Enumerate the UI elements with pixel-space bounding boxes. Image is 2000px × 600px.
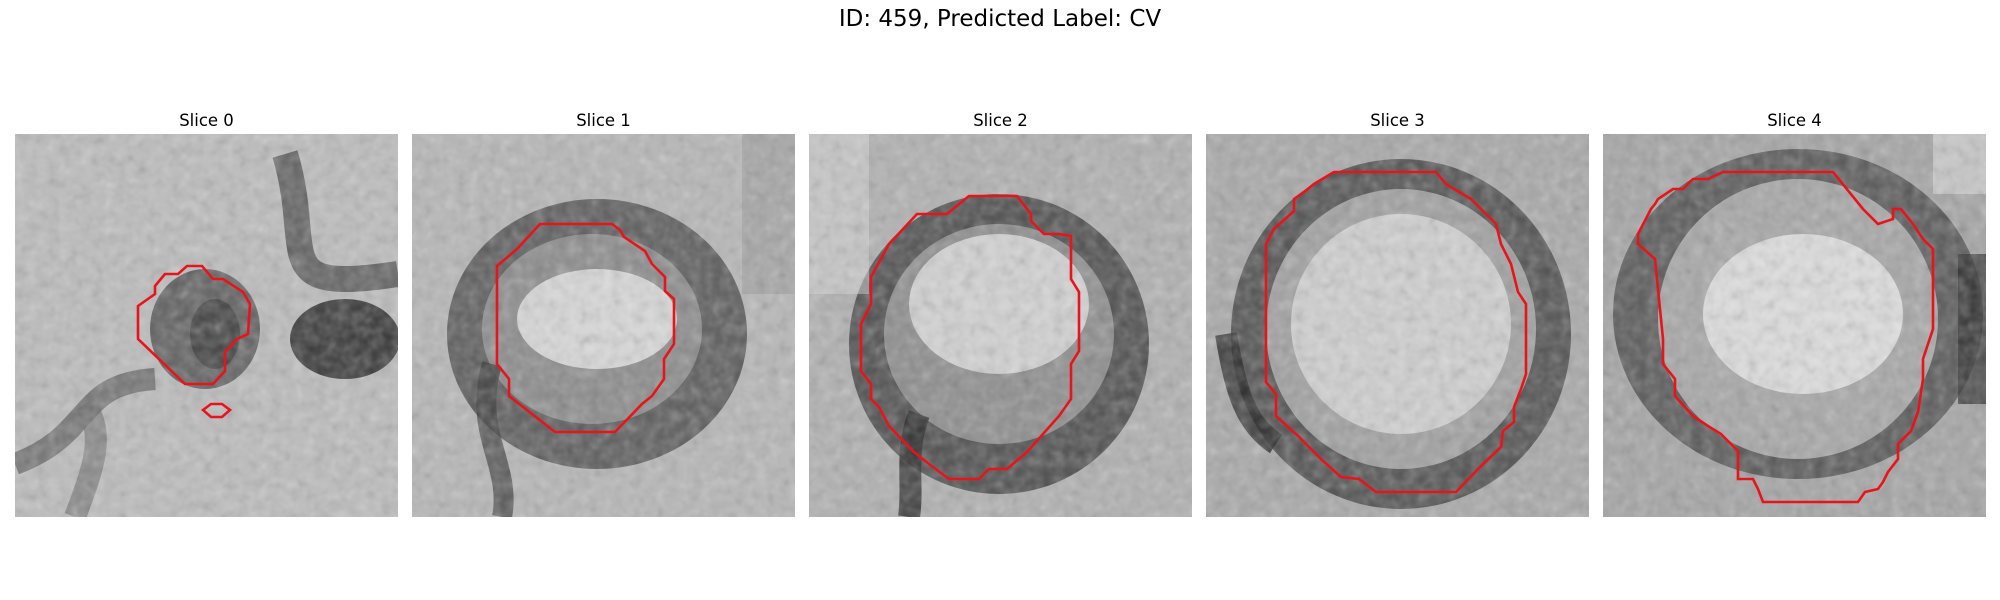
- slice-image-0: [15, 134, 398, 517]
- slice-image-1: [412, 134, 795, 517]
- slice-image-4: [1603, 134, 1986, 517]
- segmentation-contour: [859, 194, 1081, 481]
- segmentation-contour: [1264, 170, 1528, 494]
- slice-panel-3: Slice 3: [1206, 110, 1589, 517]
- slice-title: Slice 4: [1767, 111, 1822, 130]
- slice-panel-4: Slice 4: [1603, 110, 1986, 517]
- slice-image-3: [1206, 134, 1589, 517]
- slice-title: Slice 2: [973, 111, 1028, 130]
- figure-title: ID: 459, Predicted Label: CV: [838, 6, 1162, 32]
- slice-title: Slice 0: [179, 111, 234, 130]
- segmentation-contour: [495, 222, 676, 434]
- slice-panel-1: Slice 1: [412, 110, 795, 517]
- segmentation-contour: [136, 264, 252, 386]
- slice-title: Slice 3: [1370, 111, 1425, 130]
- slice-image-2: [809, 134, 1192, 517]
- segmentation-contour: [200, 402, 233, 419]
- segmentation-contour: [1636, 170, 1935, 504]
- slice-panel-2: Slice 2: [809, 110, 1192, 517]
- slice-panel-0: Slice 0: [15, 110, 398, 517]
- slice-title: Slice 1: [576, 111, 631, 130]
